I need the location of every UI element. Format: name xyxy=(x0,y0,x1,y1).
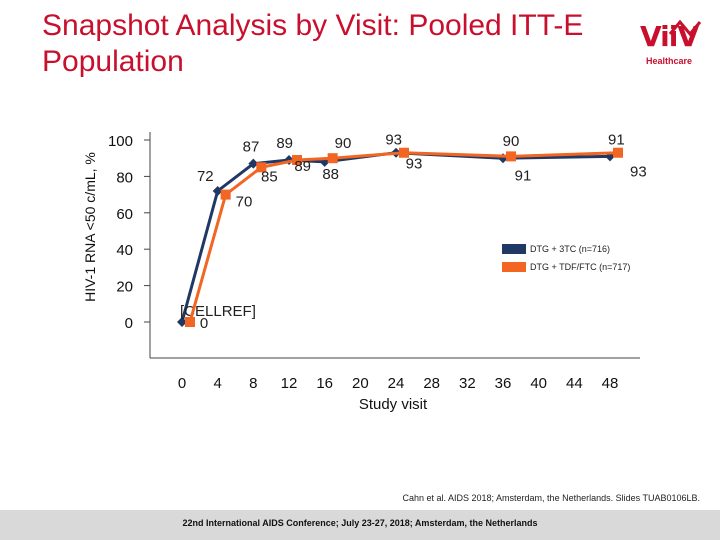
y-tick-label-40: 40 xyxy=(116,242,133,259)
legend-swatch-dtg3tc xyxy=(502,244,526,254)
x-tick-label-8: 8 xyxy=(249,375,257,392)
series-0-point-0 xyxy=(177,317,187,327)
series-0-data-label-3: 89 xyxy=(276,135,293,152)
y-axis-label: HIV-1 RNA <50 c/mL, % xyxy=(82,152,98,302)
x-tick-label-32: 32 xyxy=(459,375,476,392)
series-line-1 xyxy=(188,151,619,323)
legend-label-dtg3tc: DTG + 3TC (n=716) xyxy=(530,244,611,254)
series-1-data-label-5: 93 xyxy=(406,156,423,173)
logo-swoosh-icon xyxy=(668,20,702,37)
citation: Cahn et al. AIDS 2018; Amsterdam, the Ne… xyxy=(402,493,700,503)
series-1-data-label-2: 85 xyxy=(261,168,278,185)
series-0-point-1 xyxy=(212,185,223,196)
y-tick-label-80: 80 xyxy=(116,169,133,186)
series-0-data-label-1: 72 xyxy=(197,168,214,185)
legend-label-dtgtdf: DTG + TDF/FTC (n=717) xyxy=(530,262,631,272)
x-tick-label-44: 44 xyxy=(566,375,583,392)
x-tick-label-36: 36 xyxy=(495,375,512,392)
series-1-data-label-3: 89 xyxy=(294,158,311,175)
series-1-point-0 xyxy=(185,317,195,327)
series-0-data-label-2: 87 xyxy=(243,139,260,156)
footer-bar: 22nd International AIDS Conference; July… xyxy=(0,510,720,540)
x-tick-label-40: 40 xyxy=(530,375,547,392)
y-tick-label-20: 20 xyxy=(116,279,133,296)
series-1-point-7 xyxy=(613,147,623,158)
y-tick-label-100: 100 xyxy=(108,133,133,150)
y-tick-label-0: 0 xyxy=(125,315,133,332)
slide-title: Snapshot Analysis by Visit: Pooled ITT-E… xyxy=(42,9,584,78)
chart-legend: DTG + 3TC (n=716) DTG + TDF/FTC (n=717) xyxy=(502,240,630,276)
x-tick-label-4: 4 xyxy=(213,375,221,392)
series-0-data-label-6: 90 xyxy=(503,133,520,150)
x-tick-label-24: 24 xyxy=(388,375,405,392)
series-0-data-label-5: 93 xyxy=(385,132,402,149)
x-axis-label: Study visit xyxy=(359,396,428,413)
legend-swatch-dtgtdf xyxy=(502,262,526,272)
series-1-point-5 xyxy=(399,147,409,158)
series-1-point-1 xyxy=(220,189,231,200)
series-1-data-label-1: 70 xyxy=(236,194,253,211)
series-1-point-3 xyxy=(292,155,302,166)
x-tick-label-28: 28 xyxy=(423,375,440,392)
series-0-data-label-7: 91 xyxy=(608,131,625,148)
series-0-data-label-4: 88 xyxy=(322,166,339,183)
x-tick-label-48: 48 xyxy=(602,375,619,392)
legend-item-dtg3tc: DTG + 3TC (n=716) xyxy=(502,240,630,258)
x-tick-label-12: 12 xyxy=(281,375,298,392)
series-1-data-label-6: 91 xyxy=(515,167,532,184)
y-tick-label-60: 60 xyxy=(116,206,133,223)
series-0-point-2 xyxy=(248,158,259,169)
footer-text: 22nd International AIDS Conference; July… xyxy=(182,518,538,528)
series-1-data-label-4: 90 xyxy=(335,135,352,152)
logo-wordmark: ViiV xyxy=(640,20,699,53)
series-1-point-6 xyxy=(506,151,516,162)
logo-subtitle: Healthcare xyxy=(646,56,693,66)
series-1-point-4 xyxy=(327,153,338,164)
series-1-data-label-0: 0 xyxy=(200,315,208,332)
series-0-data-label-0: [CELLREF] xyxy=(180,303,256,320)
x-tick-label-16: 16 xyxy=(316,375,333,392)
legend-item-dtgtdf: DTG + TDF/FTC (n=717) xyxy=(502,258,630,276)
series-1-data-label-7: 93 xyxy=(630,164,647,181)
series-1-point-2 xyxy=(256,162,267,173)
x-tick-label-20: 20 xyxy=(352,375,369,392)
x-tick-label-0: 0 xyxy=(178,375,186,392)
viiv-logo: ViiV Healthcare xyxy=(640,20,712,76)
